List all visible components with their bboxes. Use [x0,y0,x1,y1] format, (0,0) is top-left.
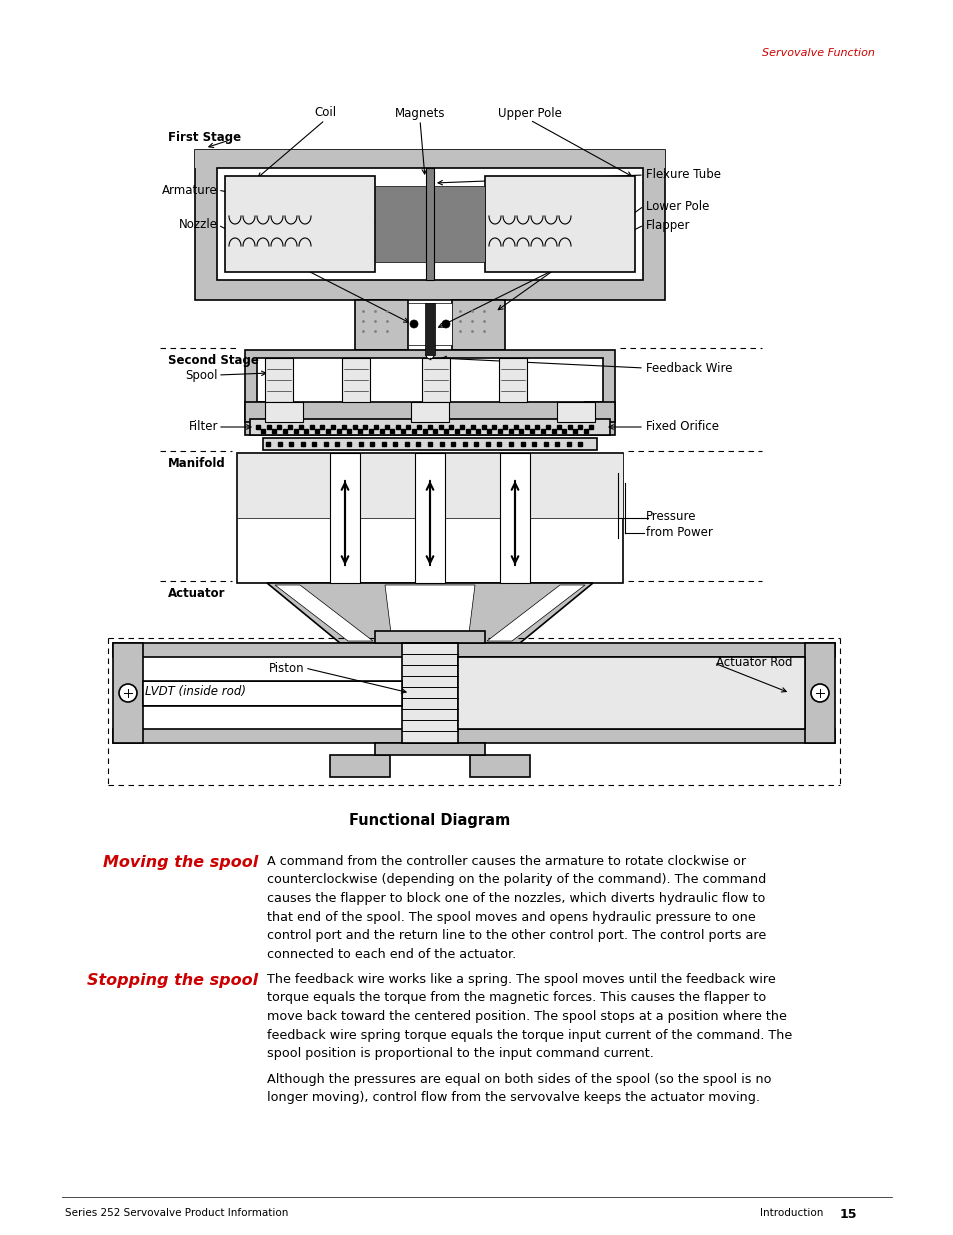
Bar [245,403,274,422]
Bar [245,350,615,435]
Bar [256,358,602,403]
Text: Actuator Rod: Actuator Rod [716,657,792,669]
Text: Flapper: Flapper [645,219,690,231]
Bar [250,419,609,435]
Bar [484,177,635,272]
Circle shape [441,320,450,329]
Bar [359,453,415,517]
Bar [225,177,375,272]
Bar [236,453,622,583]
Bar [112,643,143,743]
Text: Piston: Piston [269,662,305,674]
Bar [236,453,330,517]
Polygon shape [274,585,373,641]
Bar [341,358,370,403]
Text: Actuator: Actuator [168,587,225,600]
Circle shape [810,684,828,701]
Circle shape [410,320,417,329]
Bar [330,755,390,777]
Bar [216,168,642,280]
Bar [375,743,484,755]
Bar [499,453,530,583]
Bar [557,403,595,422]
Text: Functional Diagram: Functional Diagram [349,813,510,827]
Text: A command from the controller causes the armature to rotate clockwise or
counter: A command from the controller causes the… [267,855,765,961]
Text: Filter: Filter [189,420,218,433]
Text: LVDT (inside rod): LVDT (inside rod) [145,684,246,698]
Bar [194,149,664,300]
Text: Fixed Orifice: Fixed Orifice [645,420,719,433]
Text: Stopping the spool: Stopping the spool [87,973,257,988]
Polygon shape [267,583,593,643]
Bar [584,403,615,422]
Bar [452,300,504,350]
Bar [112,729,834,743]
Bar [265,403,303,422]
Text: First Stage: First Stage [168,131,241,144]
Text: Moving the spool: Moving the spool [103,855,257,869]
Bar [408,303,452,345]
Polygon shape [385,585,475,641]
Text: Coil: Coil [314,106,335,120]
Bar [424,303,435,354]
Bar [444,453,499,517]
Text: Pressure
from Power: Pressure from Power [645,510,712,538]
Text: Flexure Tube: Flexure Tube [645,168,720,182]
Bar [355,300,408,350]
Bar [375,186,484,262]
Bar [143,680,401,706]
Text: Feedback Wire: Feedback Wire [645,362,732,374]
Bar [498,358,526,403]
Bar [530,453,622,517]
Bar [470,755,530,777]
Text: The feedback wire works like a spring. The spool moves until the feedback wire
t: The feedback wire works like a spring. T… [267,973,791,1060]
Circle shape [119,684,137,701]
Bar [421,358,450,403]
Bar [265,358,293,403]
Text: Nozzle: Nozzle [179,219,218,231]
Bar [401,643,457,743]
Text: Manifold: Manifold [168,457,226,471]
Text: Spool: Spool [185,368,218,382]
Bar [194,149,664,168]
Bar [804,643,834,743]
Text: Although the pressures are equal on both sides of the spool (so the spool is no
: Although the pressures are equal on both… [267,1073,771,1104]
Text: 15: 15 [840,1208,857,1221]
Bar [415,453,444,583]
Text: Upper Pole: Upper Pole [497,106,561,120]
Bar [330,453,359,583]
Circle shape [426,351,434,359]
Text: Introduction: Introduction [760,1208,822,1218]
Text: Lower Pole: Lower Pole [645,200,709,212]
Bar [426,168,434,280]
Bar [263,438,597,450]
Text: Magnets: Magnets [395,106,445,120]
Bar [457,657,804,729]
Text: Second Stage: Second Stage [168,354,258,367]
Text: Servovalve Function: Servovalve Function [761,48,874,58]
Bar [411,403,449,422]
Bar [375,631,484,643]
Text: Series 252 Servovalve Product Information: Series 252 Servovalve Product Informatio… [65,1208,288,1218]
Bar [112,643,834,657]
Polygon shape [486,585,584,641]
Text: Armature: Armature [162,184,218,196]
